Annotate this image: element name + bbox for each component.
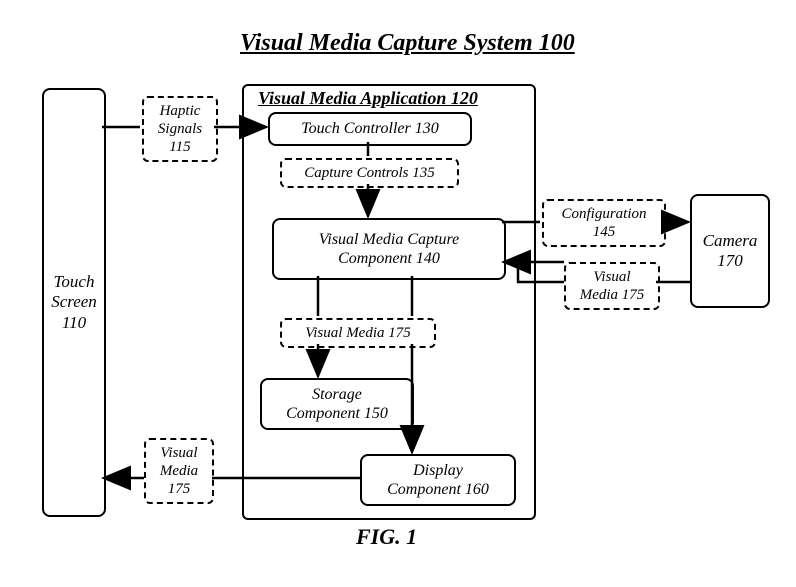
label: Component 160 — [387, 480, 489, 499]
figure-label: FIG. 1 — [356, 524, 417, 550]
label: Screen — [51, 292, 97, 312]
label: 170 — [717, 251, 743, 271]
label: Touch Controller 130 — [301, 119, 439, 138]
label: 145 — [593, 223, 616, 241]
node-configuration: Configuration 145 — [542, 199, 666, 247]
label: Media 175 — [580, 286, 645, 304]
node-touch-screen: Touch Screen 110 — [42, 88, 106, 517]
label: Component 140 — [338, 249, 440, 268]
label: Visual Media 175 — [305, 324, 411, 342]
label: Visual — [593, 268, 630, 286]
label: Camera — [703, 231, 758, 251]
label: Visual Media Capture — [319, 230, 459, 249]
label: Haptic — [160, 102, 201, 120]
node-storage: Storage Component 150 — [260, 378, 414, 430]
node-capture-controls: Capture Controls 135 — [280, 158, 459, 188]
node-display: Display Component 160 — [360, 454, 516, 506]
node-vmc-component: Visual Media Capture Component 140 — [272, 218, 506, 280]
label: Visual — [160, 444, 197, 462]
node-touch-controller: Touch Controller 130 — [268, 112, 472, 146]
label: 115 — [169, 138, 190, 156]
label: Storage — [312, 385, 362, 404]
node-haptic-signals: Haptic Signals 115 — [142, 96, 218, 162]
label: Touch — [54, 272, 95, 292]
label: Display — [413, 461, 463, 480]
label: Media — [160, 462, 198, 480]
node-visual-media-left: Visual Media 175 — [144, 438, 214, 504]
node-camera: Camera 170 — [690, 194, 770, 308]
node-visual-media-right: Visual Media 175 — [564, 262, 660, 310]
label: 175 — [168, 480, 191, 498]
label: Configuration — [561, 205, 646, 223]
label: Component 150 — [286, 404, 388, 423]
node-visual-media-mid: Visual Media 175 — [280, 318, 436, 348]
label: 110 — [62, 313, 86, 333]
label: Capture Controls 135 — [304, 164, 435, 182]
app-container-title: Visual Media Application 120 — [258, 88, 478, 109]
diagram-title: Visual Media Capture System 100 — [240, 30, 575, 57]
label: Signals — [158, 120, 202, 138]
